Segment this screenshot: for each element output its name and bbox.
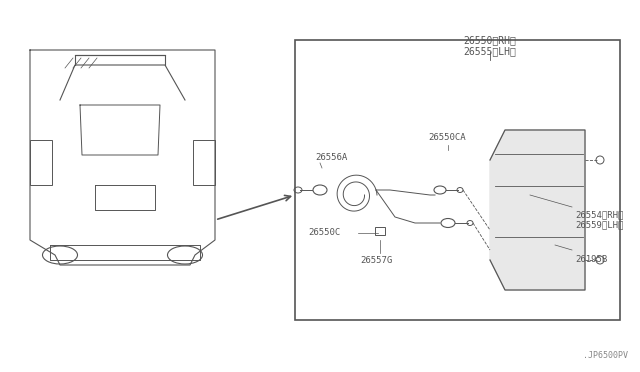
Text: 26195B: 26195B (575, 255, 607, 264)
Text: 26550CA: 26550CA (428, 133, 466, 142)
Bar (193, 140, 215, 185)
Bar (30, 140, 52, 185)
Text: .JP6500PV: .JP6500PV (583, 351, 628, 360)
Bar (295, 40, 620, 320)
Text: 26556A: 26556A (315, 153, 348, 162)
Polygon shape (490, 130, 585, 290)
Text: 26550〈RH〉
26555〈LH〉: 26550〈RH〉 26555〈LH〉 (463, 35, 516, 57)
Text: 26550C: 26550C (308, 228, 340, 237)
Bar (375, 227, 385, 235)
Text: 26554〈RH〉
26559〈LH〉: 26554〈RH〉 26559〈LH〉 (575, 210, 623, 230)
Text: 26557G: 26557G (360, 256, 392, 265)
